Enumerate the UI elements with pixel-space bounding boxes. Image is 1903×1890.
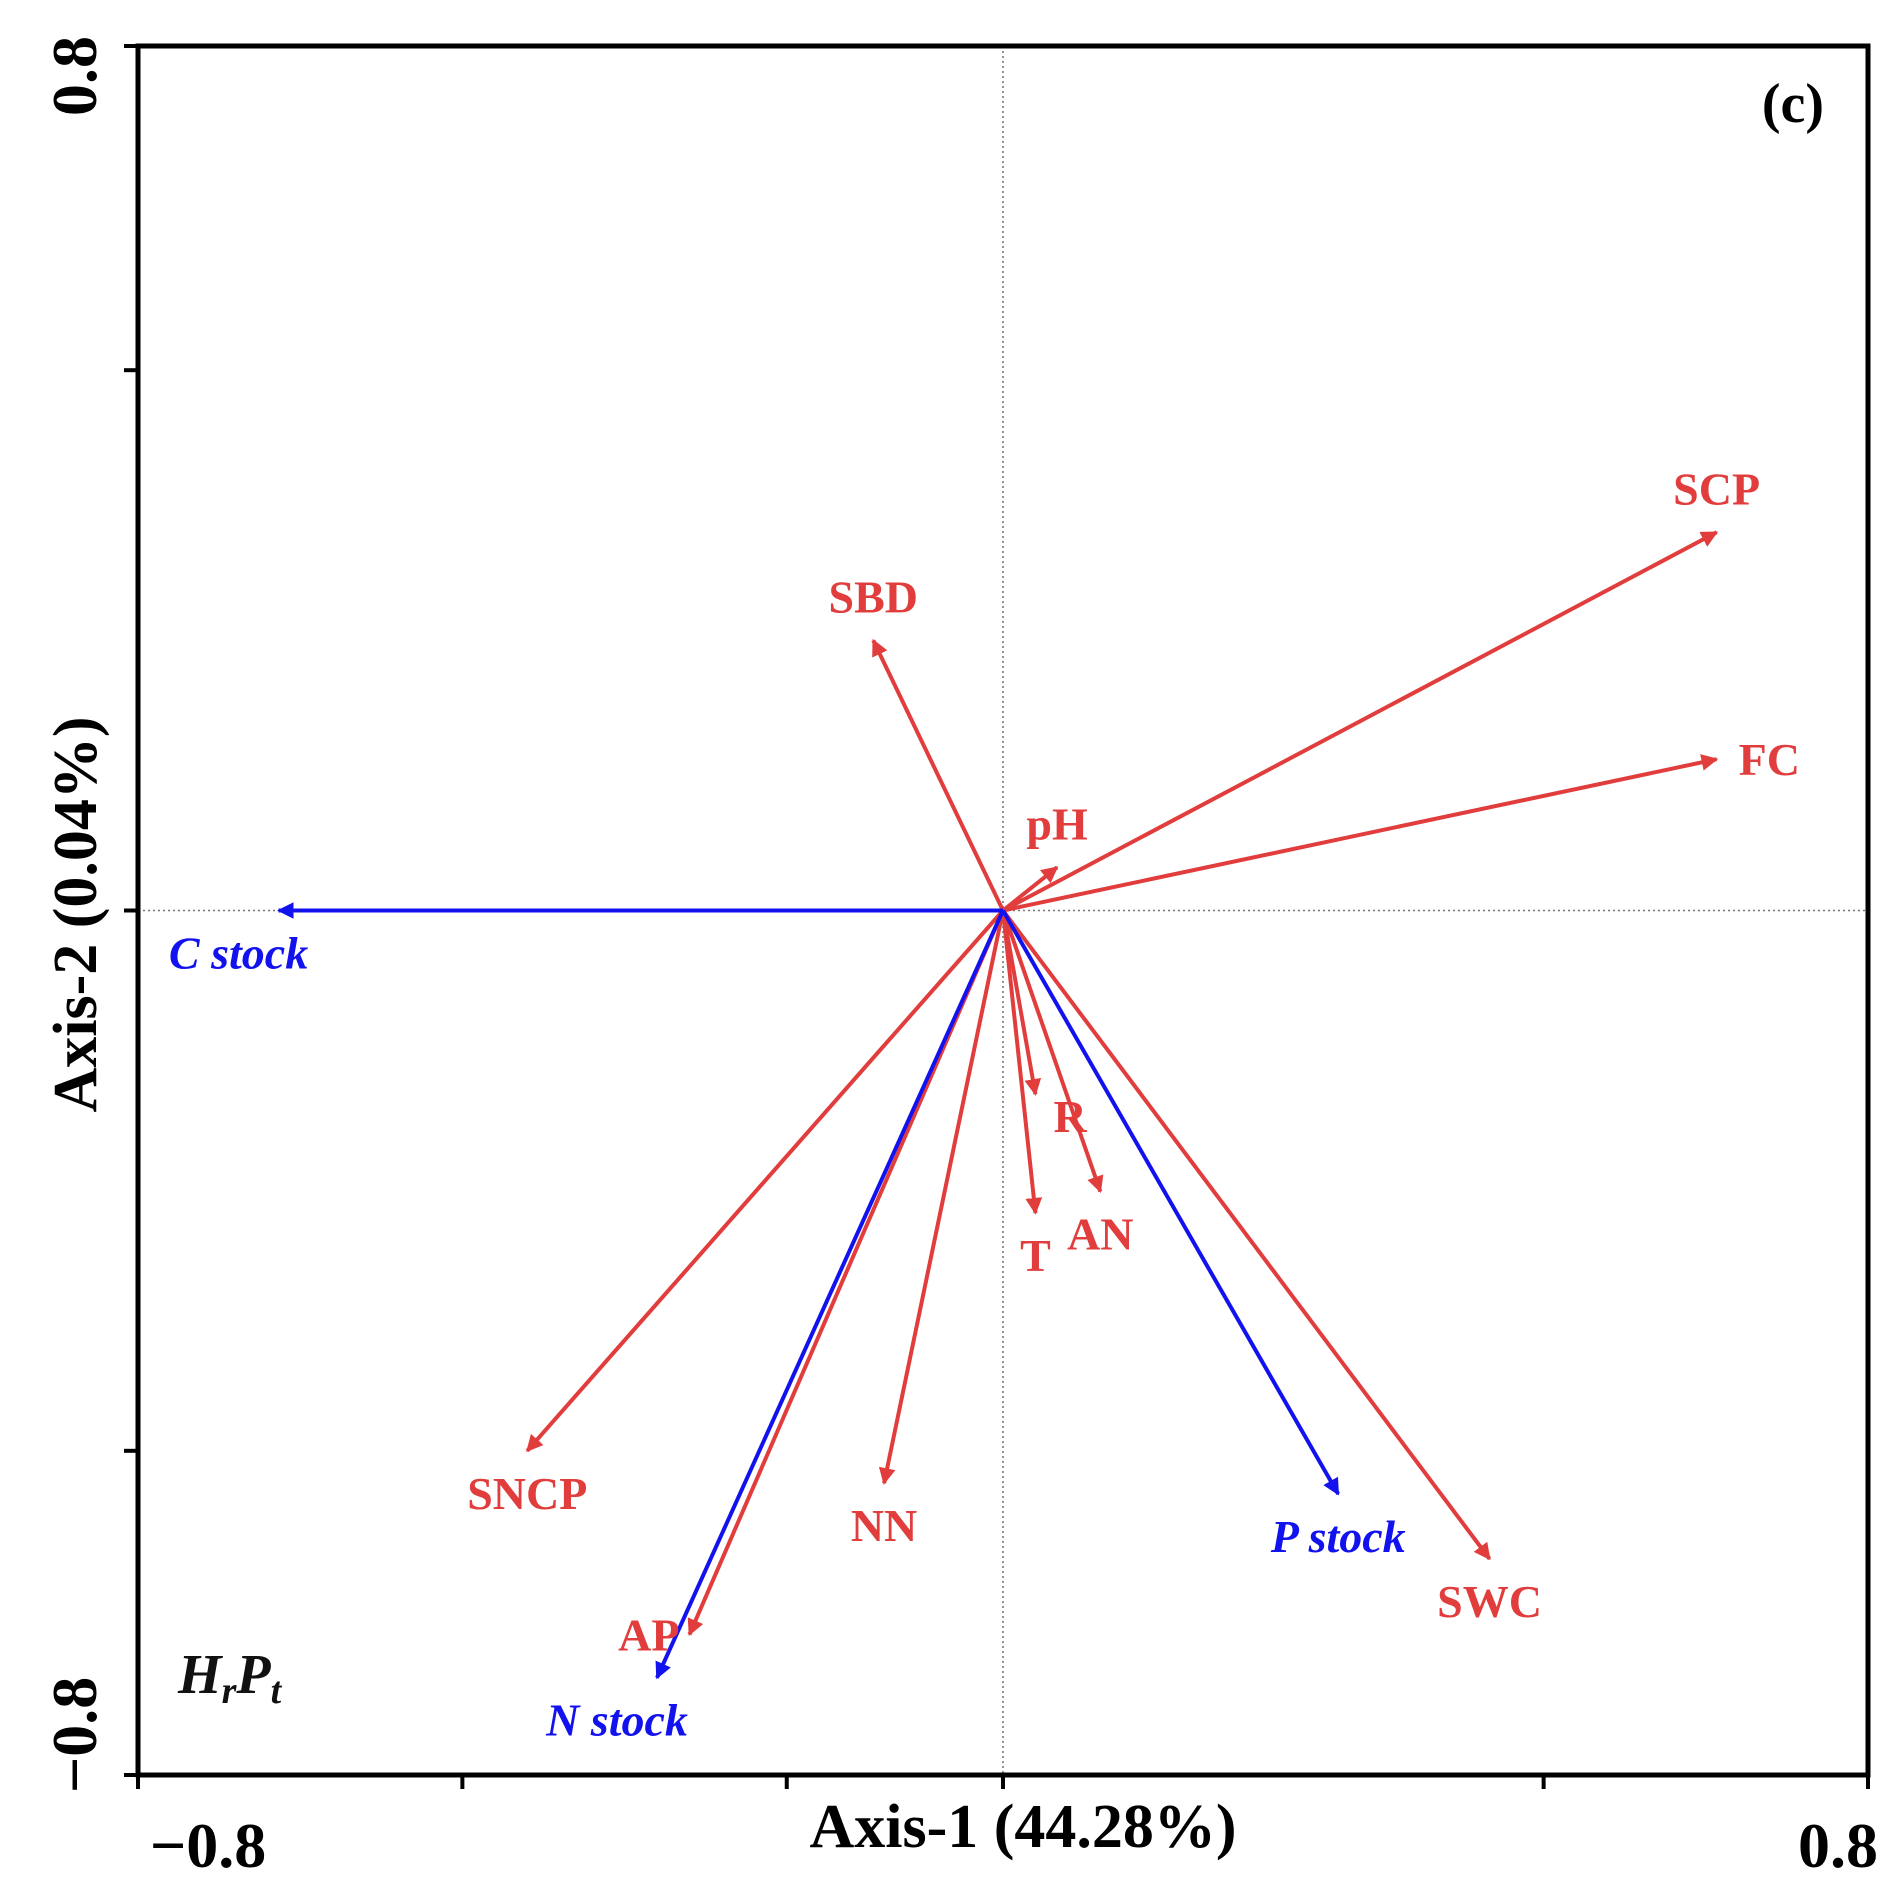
- vector-label-sncp: SNCP: [467, 1468, 587, 1519]
- group-label-main-2: P: [235, 1644, 271, 1706]
- vector-arrow-scp: [1002, 530, 1719, 913]
- vector-label-t: T: [1020, 1230, 1051, 1281]
- vector-arrow-r: [1001, 910, 1042, 1096]
- vector-label-c-stock: C stock: [169, 928, 308, 979]
- group-label-main-1: H: [177, 1644, 223, 1706]
- vector-labels: SCP FC SBD pH R T AN SNCP NN AP SWC C stock P stock N…: [169, 463, 1800, 1745]
- vector-label-scp: SCP: [1673, 463, 1760, 514]
- vector-arrow-ph: [1001, 865, 1059, 913]
- vector-label-ap: AP: [618, 1610, 679, 1661]
- vector-label-r: R: [1053, 1091, 1087, 1142]
- x-tick-label-min: −0.8: [150, 1810, 266, 1881]
- group-label-sub-2: t: [271, 1670, 283, 1712]
- vector-arrow-t: [1001, 910, 1043, 1215]
- vector-label-n-stock: N stock: [545, 1695, 688, 1746]
- y-tick-label-max: 0.8: [39, 36, 110, 116]
- vector-arrow-p-stock: [1001, 909, 1340, 1496]
- vector-label-swc: SWC: [1437, 1576, 1542, 1627]
- x-tick-label-max: 0.8: [1798, 1810, 1878, 1881]
- vector-arrow-an: [1001, 909, 1104, 1194]
- axis-ticks: [124, 44, 1870, 1789]
- vector-label-an: AN: [1067, 1208, 1133, 1259]
- vector-label-fc: FC: [1739, 734, 1800, 785]
- vector-arrow-sbd: [871, 638, 1005, 912]
- group-label-sub-1: r: [222, 1670, 238, 1712]
- vector-label-nn: NN: [851, 1500, 917, 1551]
- group-label: HrPt: [177, 1644, 283, 1712]
- vector-arrow-n-stock: [655, 909, 1005, 1680]
- y-axis-title: Axis-2 (0.04%): [42, 716, 110, 1112]
- y-tick-label-min: −0.8: [39, 1677, 110, 1793]
- vectors: [276, 530, 1719, 1680]
- vector-label-p-stock: P stock: [1270, 1511, 1406, 1562]
- vector-label-sbd: SBD: [829, 571, 918, 622]
- vector-arrow-nn: [878, 910, 1005, 1485]
- vector-label-ph: pH: [1026, 798, 1088, 849]
- vector-arrow-sncp: [525, 909, 1005, 1453]
- vector-arrow-swc: [1001, 909, 1492, 1561]
- x-axis-title: Axis-1 (44.28%): [809, 1793, 1236, 1861]
- panel-label: (c): [1762, 73, 1824, 135]
- vector-arrow-fc: [1002, 754, 1719, 913]
